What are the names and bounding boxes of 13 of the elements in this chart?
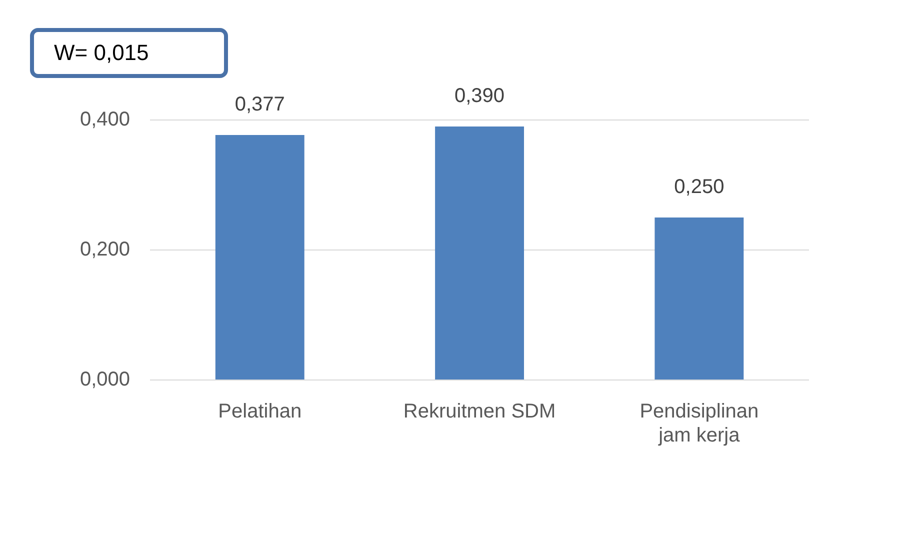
x-tick-label: Pelatihan: [218, 400, 302, 423]
y-tick-label: 0,200: [80, 238, 130, 261]
data-label: 0,390: [454, 85, 505, 108]
bar: [215, 134, 304, 380]
x-tick-label: Pendisiplinan jam kerja: [640, 400, 759, 447]
x-tick-label: Rekruitmen SDM: [403, 400, 556, 423]
y-tick-label: 0,000: [80, 368, 130, 391]
data-label: 0,377: [234, 93, 285, 116]
bar: [435, 126, 524, 380]
text: W= 0,015: [30, 28, 228, 78]
y-tick-label: 0,400: [80, 108, 130, 131]
data-label: 0,250: [674, 176, 724, 198]
bar: [654, 218, 744, 380]
